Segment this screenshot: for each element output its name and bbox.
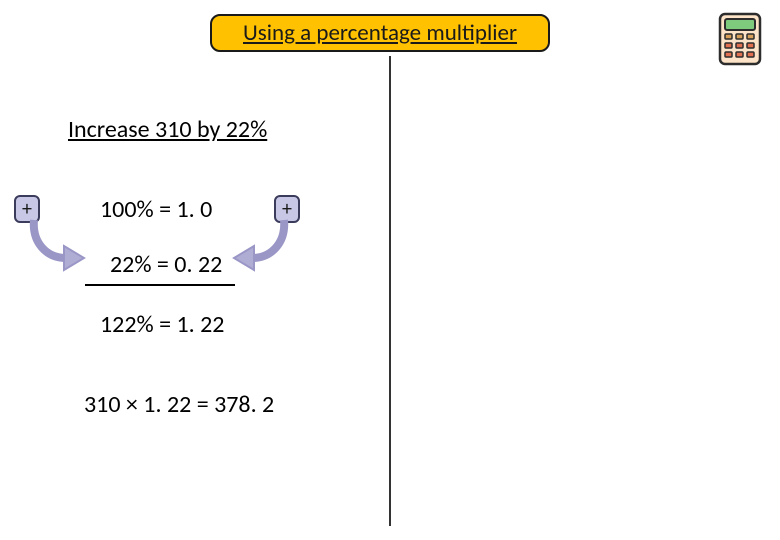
- sum-rule: [85, 284, 235, 286]
- calculator-icon: [718, 12, 762, 66]
- step-line-2: 22% = 0. 22: [110, 250, 222, 279]
- plus-box-left: +: [14, 195, 40, 223]
- step-line-3: 122% = 1. 22: [100, 310, 224, 339]
- plus-box-right: +: [274, 195, 300, 223]
- plus-symbol: +: [282, 197, 292, 221]
- vertical-divider: [389, 56, 391, 526]
- step-line-1: 100% = 1. 0: [100, 195, 212, 224]
- title-box: Using a percentage multiplier: [210, 14, 550, 52]
- title-text: Using a percentage multiplier: [243, 19, 517, 47]
- plus-symbol: +: [22, 197, 32, 221]
- step-line-4: 310 × 1. 22 = 378. 2: [84, 390, 274, 419]
- problem-statement: Increase 310 by 22%: [68, 115, 267, 144]
